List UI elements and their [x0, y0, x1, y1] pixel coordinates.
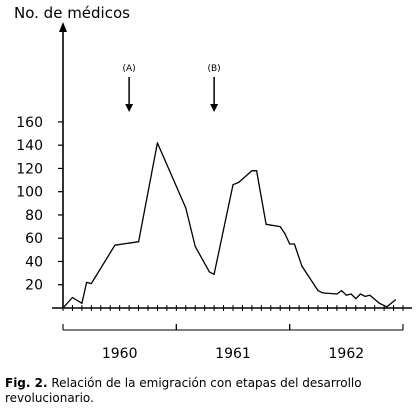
data-point — [213, 273, 215, 275]
y-tick-label: 40 — [25, 254, 43, 270]
year-label: 1962 — [329, 346, 365, 362]
data-point — [345, 294, 347, 296]
data-point — [114, 244, 116, 246]
annotation-label: (A) — [123, 64, 136, 74]
data-point — [355, 298, 357, 300]
year-groups: 1960 1961 1962 — [62, 324, 404, 362]
data-point — [86, 281, 88, 284]
year-label: 1960 — [102, 346, 138, 362]
axes: No. de médicos — [14, 4, 412, 309]
y-axis-label: No. de médicos — [14, 4, 130, 22]
data-point — [378, 302, 380, 304]
data-point — [293, 243, 295, 245]
data-point — [71, 296, 74, 299]
data-point — [394, 299, 397, 301]
data-point — [137, 241, 140, 243]
data-point — [317, 289, 319, 292]
annotation-arrowhead — [125, 104, 134, 112]
year-group-1960: 1960 — [62, 324, 177, 362]
data-point — [386, 306, 388, 308]
y-tick-label: 20 — [25, 278, 43, 294]
y-tick-label: 100 — [16, 185, 43, 201]
annotation-a: (A) — [123, 64, 136, 112]
data-point — [156, 142, 159, 144]
data-point — [336, 293, 338, 295]
data-point — [301, 265, 303, 267]
y-tick-label: 60 — [25, 231, 43, 247]
data-point — [185, 207, 187, 209]
y-axis-arrowhead — [59, 22, 67, 32]
data-point — [62, 307, 64, 309]
y-tick-label: 140 — [16, 138, 43, 154]
data-point — [284, 232, 286, 235]
data-point — [81, 302, 83, 304]
annotations: (A) (B) — [123, 64, 221, 112]
data-point — [238, 181, 240, 183]
y-tick-label: 120 — [16, 161, 43, 177]
data-point — [90, 282, 92, 285]
data-point — [350, 293, 352, 295]
caption-text: Relación de la emigración con etapas del… — [5, 376, 362, 405]
data-point — [256, 170, 258, 172]
data-point — [279, 225, 281, 228]
series — [62, 142, 397, 309]
data-point — [369, 294, 371, 296]
annotation-arrowhead — [210, 104, 219, 112]
data-point — [208, 271, 210, 273]
data-point — [265, 223, 267, 225]
data-point — [251, 170, 253, 172]
y-tick-label: 80 — [25, 208, 43, 224]
series-line — [62, 142, 396, 309]
data-point — [341, 289, 343, 292]
figure-label: Fig. 2. — [5, 376, 48, 390]
data-point — [364, 295, 366, 297]
annotation-b: (B) — [208, 64, 221, 112]
year-group-1961: 1961 — [175, 324, 291, 362]
year-label: 1961 — [215, 346, 251, 362]
annotation-label: (B) — [208, 64, 221, 74]
data-point — [289, 243, 291, 245]
data-point — [359, 293, 362, 295]
chart: No. de médicos 20 40 60 80 100 120 140 160 1960… — [14, 4, 412, 362]
year-group-1962: 1962 — [289, 324, 404, 362]
ticks: 20 40 60 80 100 120 140 160 — [16, 115, 404, 311]
figure-caption: Fig. 2. Relación de la emigración con et… — [5, 376, 415, 406]
data-point — [322, 292, 324, 294]
data-point — [194, 245, 196, 247]
y-tick-label: 160 — [16, 115, 43, 131]
data-point — [232, 184, 234, 186]
